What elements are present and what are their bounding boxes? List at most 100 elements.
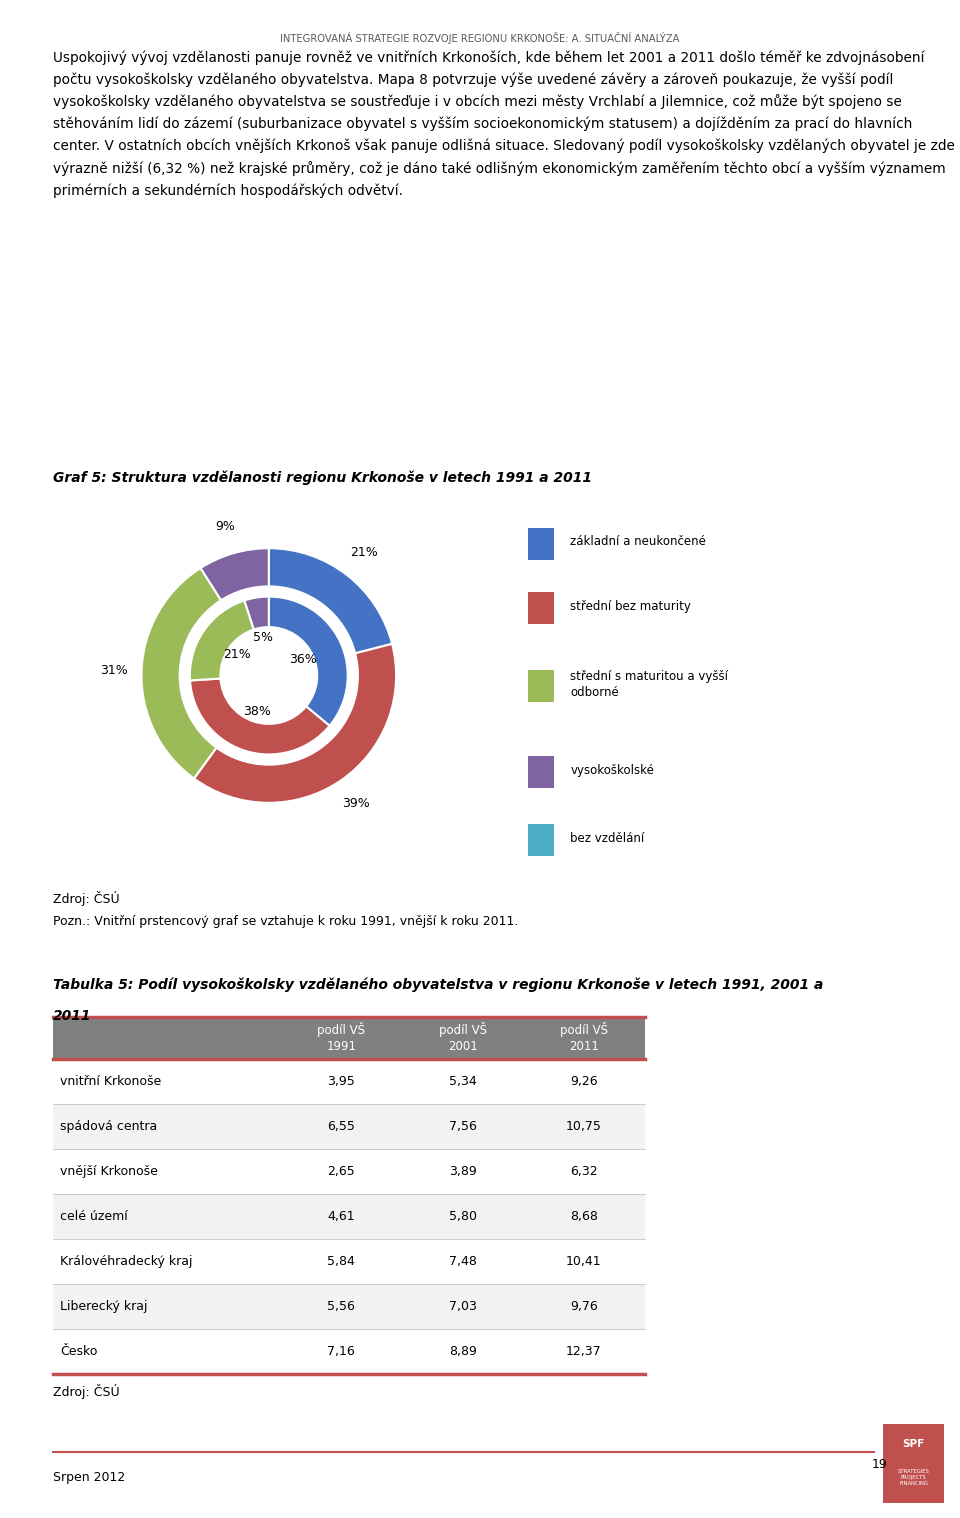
Bar — [280, 1284, 402, 1328]
Bar — [280, 1149, 402, 1193]
Text: podíl VŠ
1991: podíl VŠ 1991 — [318, 1022, 366, 1053]
Bar — [53, 1284, 280, 1328]
Text: Uspokojivý vývoj vzdělanosti panuje rovněž ve vnitřních Krkonoších, kde během le: Uspokojivý vývoj vzdělanosti panuje rovn… — [53, 50, 954, 197]
Text: 5,34: 5,34 — [448, 1075, 476, 1087]
Bar — [280, 1058, 402, 1104]
Bar — [53, 1058, 280, 1104]
Bar — [523, 1104, 644, 1149]
Text: vysokoškolské: vysokoškolské — [570, 764, 654, 777]
Wedge shape — [190, 679, 329, 754]
Bar — [53, 1017, 280, 1058]
Bar — [402, 1239, 523, 1284]
Bar — [53, 1104, 280, 1149]
Text: Pozn.: Vnitřní prstencový graf se vztahuje k roku 1991, vnější k roku 2011.: Pozn.: Vnitřní prstencový graf se vztahu… — [53, 915, 518, 929]
Text: 12,37: 12,37 — [566, 1345, 602, 1357]
Text: vnější Krkonoše: vnější Krkonoše — [60, 1164, 157, 1178]
Bar — [280, 1193, 402, 1239]
Text: 36%: 36% — [290, 653, 317, 666]
Text: 5,84: 5,84 — [327, 1255, 355, 1268]
Text: podíl VŠ
2011: podíl VŠ 2011 — [560, 1022, 608, 1053]
Text: 3,95: 3,95 — [327, 1075, 355, 1087]
Bar — [280, 1104, 402, 1149]
Text: 21%: 21% — [224, 648, 252, 660]
Text: 9,76: 9,76 — [570, 1299, 598, 1313]
Bar — [53, 1328, 280, 1374]
Bar — [402, 1193, 523, 1239]
Text: 8,68: 8,68 — [570, 1210, 598, 1222]
Text: střední bez maturity: střední bez maturity — [570, 600, 691, 613]
Text: základní a neukončené: základní a neukončené — [570, 536, 707, 548]
Bar — [528, 671, 554, 703]
Text: 19: 19 — [872, 1459, 887, 1471]
Text: 7,48: 7,48 — [448, 1255, 476, 1268]
Bar — [402, 1104, 523, 1149]
Text: 7,56: 7,56 — [448, 1120, 476, 1132]
Text: 38%: 38% — [243, 706, 271, 718]
Text: Královéhradecký kraj: Královéhradecký kraj — [60, 1255, 192, 1268]
Text: spádová centra: spádová centra — [60, 1120, 157, 1132]
Bar — [53, 1149, 280, 1193]
Wedge shape — [194, 644, 396, 803]
Text: střední s maturitou a vyšší
odborné: střední s maturitou a vyšší odborné — [570, 669, 729, 700]
Bar — [53, 1239, 280, 1284]
Wedge shape — [269, 548, 392, 653]
Text: 39%: 39% — [342, 797, 370, 811]
Text: Tabulka 5: Podíl vysokoškolsky vzdělaného obyvatelstva v regionu Krkonoše v lete: Tabulka 5: Podíl vysokoškolsky vzdělanéh… — [53, 978, 823, 993]
Bar — [528, 592, 554, 624]
Text: 9,26: 9,26 — [570, 1075, 598, 1087]
Text: 2,65: 2,65 — [327, 1164, 355, 1178]
Bar — [402, 1149, 523, 1193]
Text: 8,89: 8,89 — [448, 1345, 476, 1357]
Text: 5%: 5% — [252, 631, 273, 644]
Bar — [523, 1193, 644, 1239]
Wedge shape — [201, 548, 269, 600]
Text: Graf 5: Struktura vzdělanosti regionu Krkonoše v letech 1991 a 2011: Graf 5: Struktura vzdělanosti regionu Kr… — [53, 471, 591, 486]
Text: Česko: Česko — [60, 1345, 97, 1357]
Text: 9%: 9% — [216, 519, 235, 533]
Text: Srpen 2012: Srpen 2012 — [53, 1471, 125, 1483]
Bar — [523, 1284, 644, 1328]
Text: Liberecký kraj: Liberecký kraj — [60, 1299, 148, 1313]
Text: 4,61: 4,61 — [327, 1210, 355, 1222]
Bar — [402, 1058, 523, 1104]
Wedge shape — [269, 597, 348, 726]
Text: podíl VŠ
2001: podíl VŠ 2001 — [439, 1022, 487, 1053]
Bar — [523, 1058, 644, 1104]
Bar — [523, 1239, 644, 1284]
Text: 7,03: 7,03 — [448, 1299, 476, 1313]
Text: Zdroj: ČSÚ: Zdroj: ČSÚ — [53, 891, 119, 906]
Text: celé území: celé území — [60, 1210, 128, 1222]
Bar — [402, 1328, 523, 1374]
Text: SPF: SPF — [902, 1439, 924, 1448]
Text: vnitřní Krkonoše: vnitřní Krkonoše — [60, 1075, 161, 1087]
Text: 10,75: 10,75 — [566, 1120, 602, 1132]
Text: 5,56: 5,56 — [327, 1299, 355, 1313]
Text: Zdroj: ČSÚ: Zdroj: ČSÚ — [53, 1384, 119, 1400]
Bar — [280, 1328, 402, 1374]
Bar — [528, 824, 554, 856]
Wedge shape — [245, 597, 269, 630]
Wedge shape — [141, 568, 221, 779]
Text: STRATEGIES
PROJECTS
FINANCING: STRATEGIES PROJECTS FINANCING — [898, 1469, 929, 1486]
Text: 5,80: 5,80 — [448, 1210, 477, 1222]
Text: 2011: 2011 — [53, 1009, 91, 1023]
Bar — [528, 528, 554, 560]
Text: 21%: 21% — [350, 546, 378, 559]
Text: 3,89: 3,89 — [448, 1164, 476, 1178]
Text: INTEGROVANÁ STRATEGIE ROZVOJE REGIONU KRKONOŠE: A. SITUAČNÍ ANALÝZA: INTEGROVANÁ STRATEGIE ROZVOJE REGIONU KR… — [280, 32, 680, 44]
Bar — [402, 1284, 523, 1328]
Bar — [402, 1017, 523, 1058]
Bar — [280, 1239, 402, 1284]
Text: 6,32: 6,32 — [570, 1164, 598, 1178]
Wedge shape — [190, 601, 253, 680]
Text: 31%: 31% — [100, 665, 128, 677]
Bar — [523, 1328, 644, 1374]
Bar — [53, 1193, 280, 1239]
Bar — [280, 1017, 402, 1058]
Bar — [528, 756, 554, 788]
Bar — [523, 1017, 644, 1058]
Bar — [523, 1149, 644, 1193]
Text: bez vzdělání: bez vzdělání — [570, 832, 644, 844]
Text: 7,16: 7,16 — [327, 1345, 355, 1357]
Text: 10,41: 10,41 — [566, 1255, 602, 1268]
